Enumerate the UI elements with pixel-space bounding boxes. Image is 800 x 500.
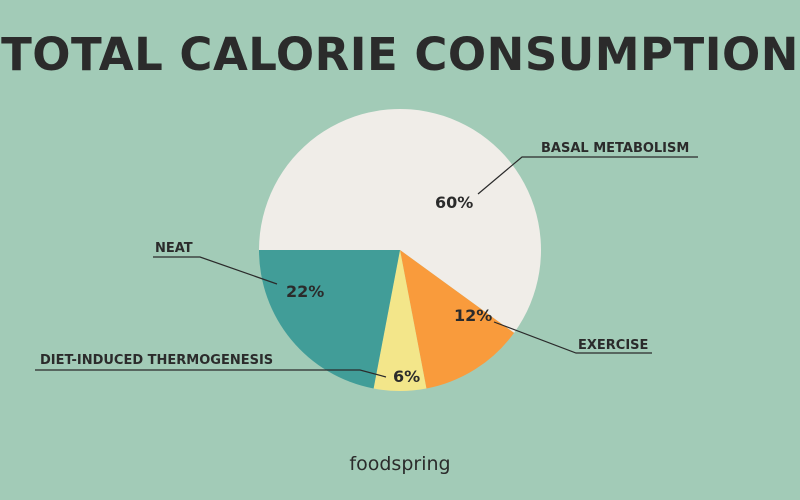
- label-dit: DIET-INDUCED THERMOGENESIS: [40, 353, 273, 368]
- chart-title: TOTAL CALORIE CONSUMPTION: [1, 28, 799, 81]
- label-basal: BASAL METABOLISM: [541, 141, 689, 156]
- leader-basal: [477, 156, 698, 195]
- pie-slice-basal-metabolism: [259, 109, 541, 333]
- pct-exercise: 12%: [454, 306, 492, 325]
- leader-neat: [153, 256, 278, 285]
- pie-slice-neat: [259, 250, 400, 389]
- leader-exercise: [493, 321, 652, 354]
- leader-dit: [35, 369, 387, 378]
- pie-slice-diet-induced-thermogenesis: [373, 250, 427, 391]
- pct-basal: 60%: [435, 193, 473, 212]
- pie-slice-exercise: [400, 250, 515, 389]
- pct-dit: 6%: [393, 367, 420, 386]
- label-exercise: EXERCISE: [578, 338, 648, 353]
- label-neat: NEAT: [155, 241, 193, 256]
- brand-logo: foodspring: [349, 453, 450, 475]
- pct-neat: 22%: [286, 282, 324, 301]
- leader-lines: [35, 156, 698, 378]
